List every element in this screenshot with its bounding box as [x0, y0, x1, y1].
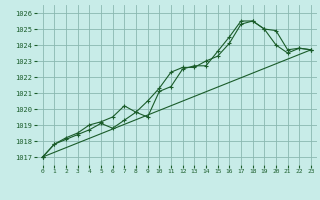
Text: Graphe pression niveau de la mer (hPa): Graphe pression niveau de la mer (hPa): [58, 185, 262, 194]
